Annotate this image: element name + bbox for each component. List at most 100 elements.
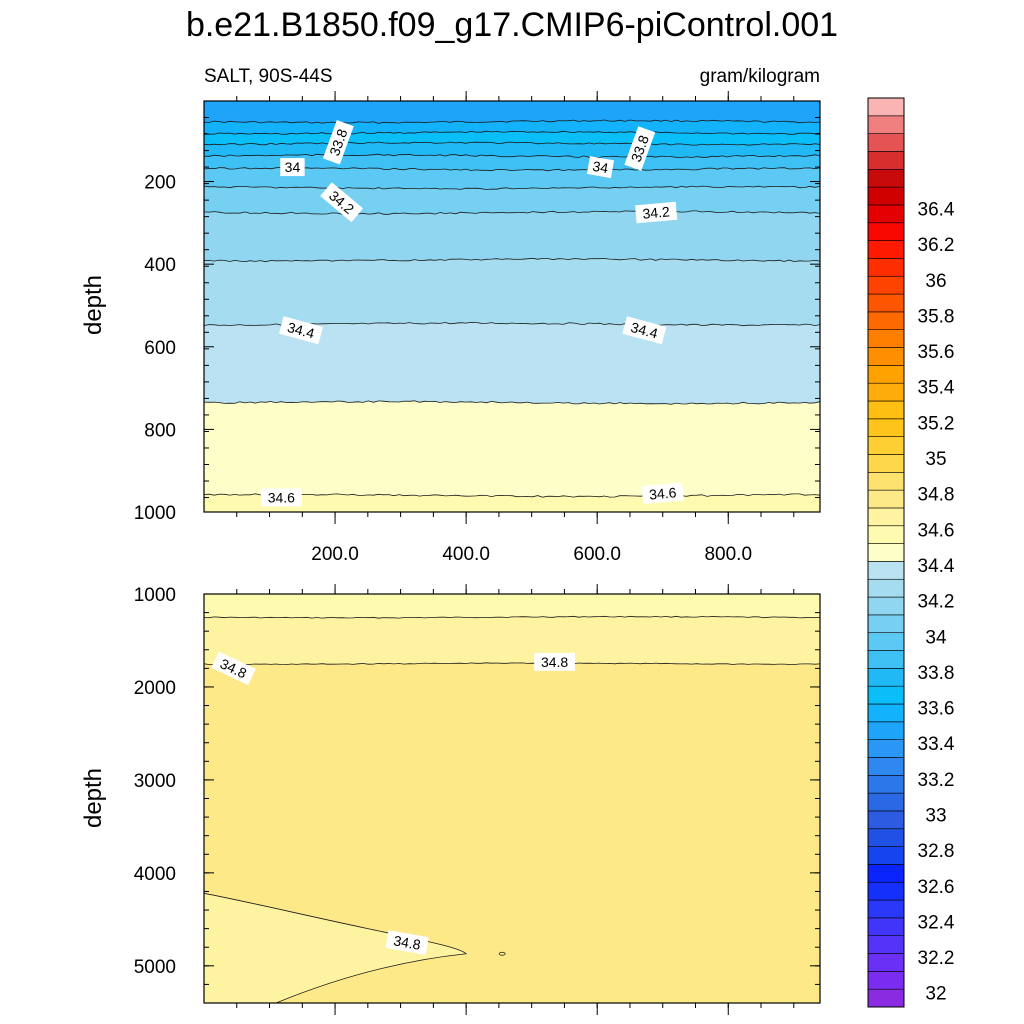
contour-label-bg (322, 120, 354, 165)
contour-line (204, 615, 820, 619)
colorbar-swatch (867, 115, 905, 134)
contour-label-bg (385, 930, 429, 955)
colorbar-swatch (867, 792, 905, 812)
contour-label-text: 34.8 (541, 654, 568, 670)
contour-line (498, 951, 506, 956)
colorbar-label: 35.8 (918, 306, 955, 327)
colorbar-swatch (867, 400, 905, 420)
colorbar-swatch (867, 133, 905, 152)
colorbar-swatch (867, 971, 905, 990)
colorbar-swatch (867, 275, 905, 295)
colorbar-swatch (867, 186, 905, 206)
y-tick-label: 4000 (134, 864, 176, 885)
colorbar-label: 33.4 (918, 734, 955, 755)
colorbar-swatch (867, 525, 905, 544)
x-tick-label: 400.0 (442, 544, 490, 565)
colorbar-swatch (867, 240, 905, 259)
panel-units-string: gram/kilogram (700, 66, 820, 87)
colorbar-frame (867, 97, 905, 1008)
colorbar-swatch (867, 329, 905, 348)
colorbar-swatch (867, 881, 905, 901)
colorbar-swatch (867, 757, 905, 776)
colorbar-label: 34.4 (918, 556, 955, 577)
contour-label: 34.2 (635, 201, 678, 224)
colorbar-swatch (867, 436, 905, 455)
colorbar-swatch (867, 614, 905, 634)
colorbar-label: 34.8 (918, 485, 955, 506)
panel-left-string: SALT, 90S-44S (204, 66, 333, 87)
x-tick-label: 800.0 (704, 544, 752, 565)
contour-label-bg (586, 156, 615, 179)
colorbar-label: 34.2 (918, 592, 955, 613)
contour-label-text: 34.2 (642, 203, 671, 221)
colorbar-swatch (867, 151, 905, 170)
colorbar-swatch (867, 454, 905, 473)
contour-label-bg (635, 201, 678, 224)
contour-label-bg (278, 316, 324, 345)
colorbar-swatch (867, 988, 905, 1008)
colorbar-swatch (867, 543, 905, 562)
colorbar-label: 36.4 (918, 200, 955, 221)
colorbar-swatch (867, 204, 905, 224)
colorbar-swatch (867, 489, 905, 509)
colorbar-label: 33.6 (918, 699, 955, 720)
colorbar-swatch (867, 578, 905, 598)
colorbar-swatch (867, 311, 905, 331)
contour-label: 34.6 (641, 482, 684, 505)
contour-line (204, 141, 820, 146)
colorbar-swatch (867, 97, 905, 117)
contour-label-text: 34.6 (268, 490, 295, 506)
contour-label: 34.4 (278, 316, 324, 345)
colorbar-swatch (867, 935, 905, 954)
colorbar-label: 34 (925, 627, 947, 648)
contour-line (204, 400, 820, 405)
colorbar-swatch (867, 953, 905, 972)
colorbar-swatch (867, 365, 905, 384)
colorbar-label: 32.2 (918, 948, 955, 969)
colorbar-label: 32.6 (918, 877, 955, 898)
contour-label-bg (534, 652, 575, 671)
contour-label: 34.4 (622, 316, 667, 345)
y-tick-label: 3000 (134, 771, 176, 792)
y-tick-label: 2000 (134, 678, 176, 699)
colorbar-label: 32.4 (918, 912, 955, 933)
contour-label-bg (211, 651, 256, 686)
colorbar-swatch (867, 774, 905, 794)
contour-label-text: 34.4 (629, 319, 660, 342)
contour-label: 34.2 (320, 182, 364, 223)
deep-water-tongue (204, 892, 468, 1003)
contour-line (204, 493, 820, 498)
contour-label-text: 34.4 (286, 319, 317, 342)
y-tick-label: 1000 (134, 585, 176, 606)
colorbar: 36.4 36.2 36 35.8 35.6 35.4 35.2 35 34.8 34.6 34.4… (867, 97, 955, 1008)
colorbar-label: 35.6 (918, 342, 955, 363)
contour-label-text: 34 (591, 158, 609, 176)
colorbar-swatch (867, 721, 905, 740)
colorbar-swatch (867, 739, 905, 758)
colorbar-swatch (867, 168, 905, 188)
colorbar-swatch (867, 899, 905, 919)
colorbar-swatch (867, 222, 905, 241)
colorbar-swatch (867, 864, 905, 883)
colorbar-swatch (867, 596, 905, 616)
colorbar-label: 34.6 (918, 520, 955, 541)
colorbar-swatch (867, 917, 905, 937)
colorbar-swatch (867, 828, 905, 847)
contour-label-text: 34.8 (392, 932, 422, 953)
contour-line (204, 662, 820, 666)
contour-line (204, 119, 820, 124)
contour-label-text: 34.6 (648, 484, 677, 502)
contour-label-bg (320, 182, 364, 223)
colorbar-label: 32 (925, 984, 946, 1005)
colorbar-swatch (867, 668, 905, 687)
colorbar-swatch (867, 347, 905, 366)
colorbar-swatch (867, 846, 905, 865)
y-tick-label: 200 (144, 173, 176, 194)
contour-line (204, 185, 820, 190)
contour-label: 34 (280, 158, 305, 177)
contour-label: 34.8 (534, 652, 575, 671)
contour-line (204, 257, 820, 263)
colorbar-swatch (867, 293, 905, 313)
lower-y-axis-label: depth (80, 768, 107, 828)
